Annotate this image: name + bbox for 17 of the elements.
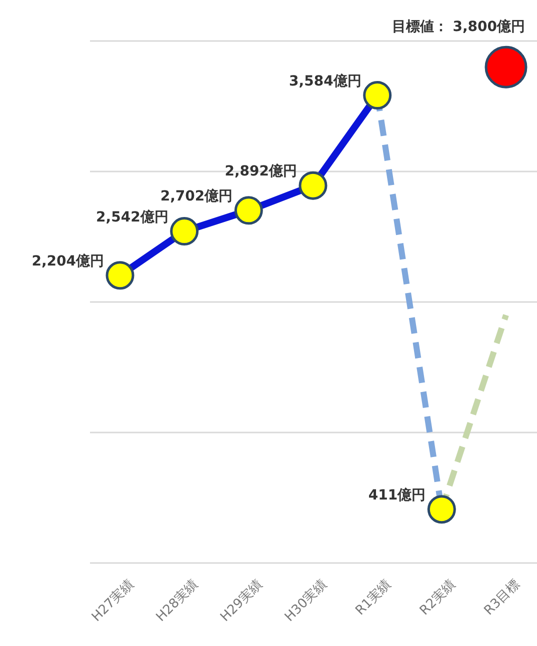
data-label: 3,584億円 <box>289 72 362 90</box>
point <box>484 46 528 88</box>
data-label: 2,892億円 <box>224 162 297 180</box>
point <box>106 261 134 290</box>
point <box>298 171 328 200</box>
x-tick-label: R3目標 <box>482 577 523 618</box>
data-label: 411億円 <box>368 486 426 504</box>
point <box>234 196 263 225</box>
x-tick-label: R2実績 <box>416 576 458 618</box>
point <box>170 217 199 246</box>
data-label: 2,204億円 <box>32 252 104 270</box>
data-label: 目標値： 3,800億円 <box>392 18 525 36</box>
data-label: 2,702億円 <box>160 187 233 204</box>
point <box>427 495 456 524</box>
data-label: 2,542億円 <box>96 208 168 226</box>
point <box>363 81 392 110</box>
x-tick-label: R1実績 <box>352 576 394 618</box>
